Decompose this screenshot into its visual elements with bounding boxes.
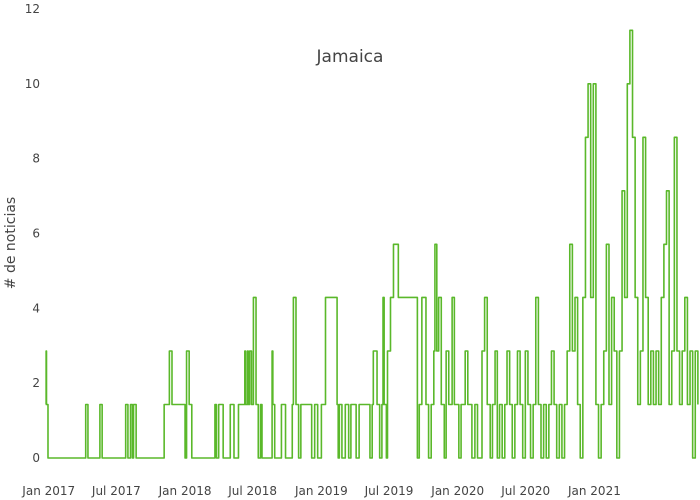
y-tick-label: 4: [32, 301, 40, 315]
x-tick-label: Jan 2017: [21, 484, 75, 498]
x-tick-label: Jan 2018: [158, 484, 212, 498]
y-tick-label: 12: [25, 2, 40, 16]
x-tick-label: Jan 2019: [294, 484, 348, 498]
chart-title: Jamaica: [316, 47, 384, 67]
y-axis-title: # de noticias: [3, 197, 19, 289]
plot-area: [45, 29, 699, 459]
y-axis-ticks: 0 2 4 6 8 10 12: [25, 2, 40, 465]
x-tick-label: Jul 2020: [500, 484, 550, 498]
x-axis-ticks: Jan 2017 Jul 2017 Jan 2018 Jul 2018 Jan 2019…: [21, 484, 621, 498]
x-tick-label: Jan 2020: [430, 484, 484, 498]
series-line-jamaica: [45, 29, 699, 459]
x-tick-label: Jul 2019: [364, 484, 414, 498]
x-tick-label: Jul 2017: [91, 484, 141, 498]
y-tick-label: 6: [32, 227, 40, 241]
y-tick-label: 10: [25, 77, 40, 91]
y-tick-label: 8: [32, 152, 40, 166]
x-tick-label: Jul 2018: [227, 484, 277, 498]
y-tick-label: 0: [32, 451, 40, 465]
x-tick-label: Jan 2021: [567, 484, 621, 498]
y-tick-label: 2: [32, 376, 40, 390]
